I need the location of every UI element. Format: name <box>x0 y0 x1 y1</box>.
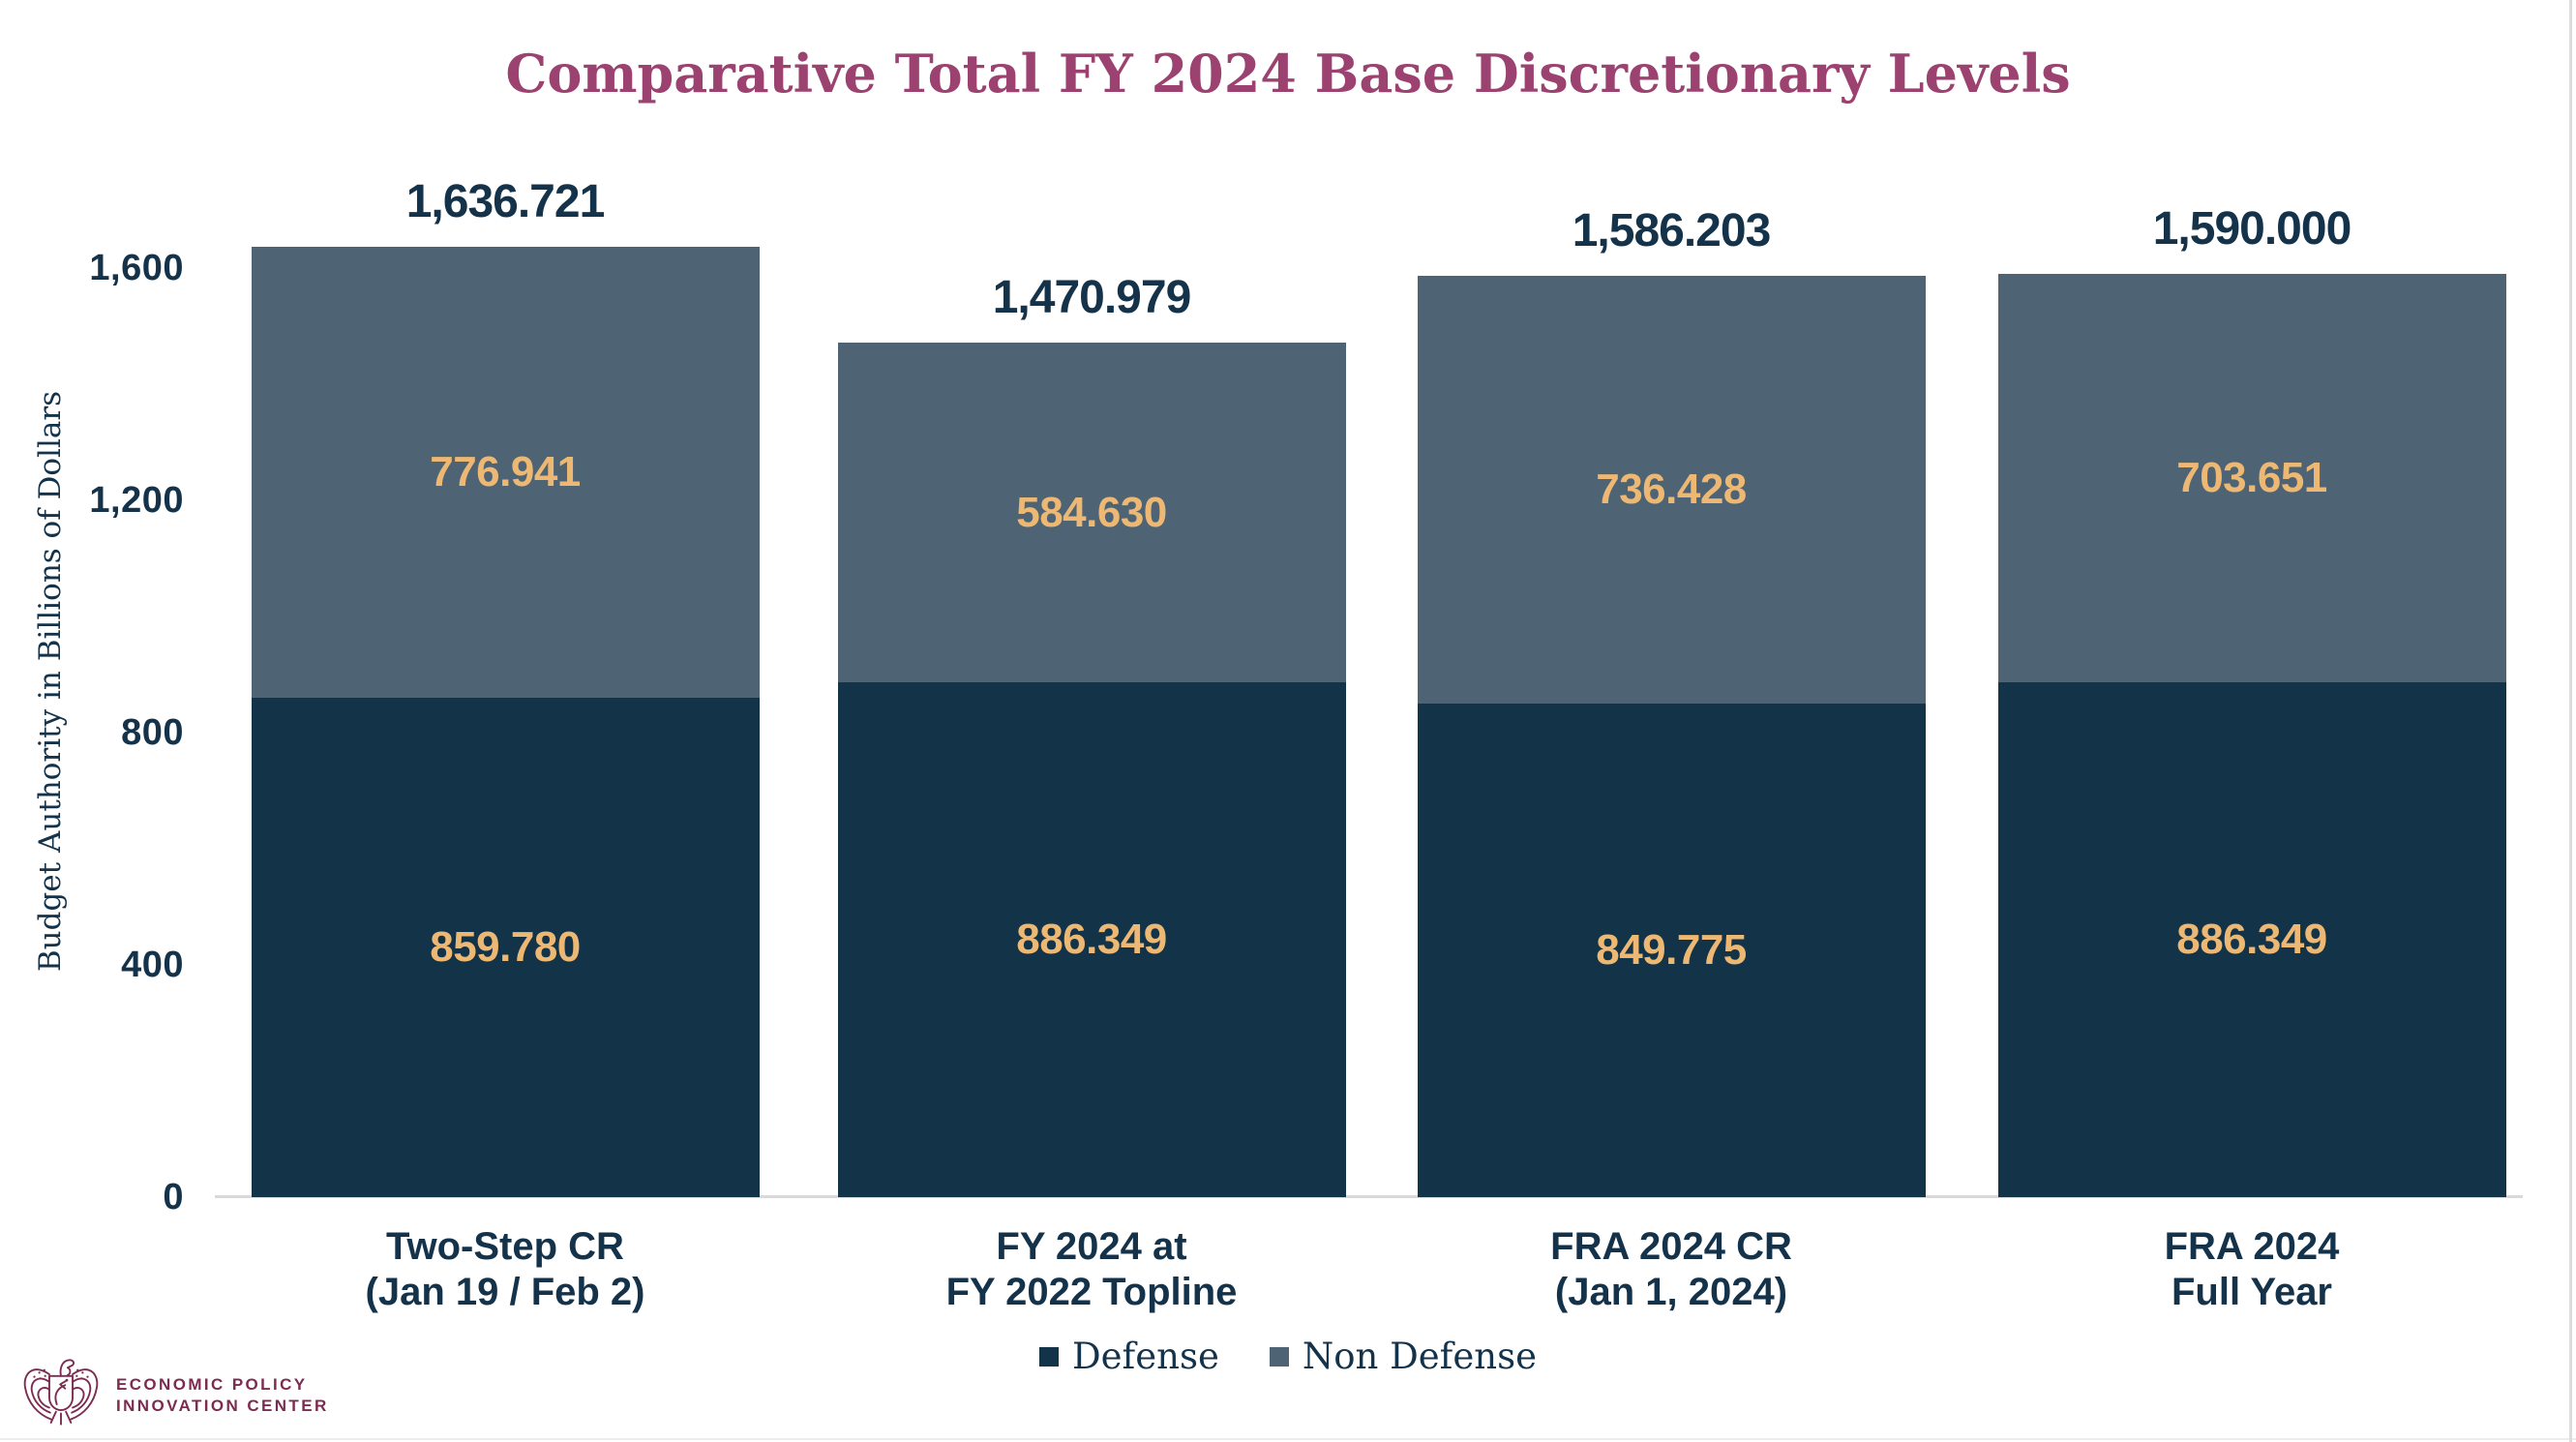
x-axis-category-line: FRA 2024 <box>2164 1225 2340 1268</box>
x-axis-baseline <box>215 1195 2523 1198</box>
segment-non-defense: 584.630 <box>837 343 1346 683</box>
defense-value-label: 849.775 <box>1596 926 1747 975</box>
epic-logo-text: ECONOMIC POLICY INNOVATION CENTER <box>116 1374 329 1417</box>
bar-1: 776.941 859.780 <box>251 246 760 1197</box>
bar-4: 703.651 886.349 <box>1997 274 2506 1197</box>
x-axis-category-line: FRA 2024 CR <box>1550 1225 1792 1268</box>
epic-logo-line1: ECONOMIC POLICY <box>116 1374 308 1394</box>
segment-defense: 849.775 <box>1417 704 1926 1197</box>
non-defense-value-label: 584.630 <box>1016 488 1167 536</box>
bar-2: 584.630 886.349 <box>837 343 1346 1197</box>
non-defense-value-label: 776.941 <box>430 448 581 496</box>
x-axis-category-label: Two-Step CR (Jan 19 / Feb 2) <box>213 1224 798 1315</box>
x-axis-category-label: FY 2024 at FY 2022 Topline <box>799 1224 1385 1315</box>
bar-total-label: 1,590.000 <box>2152 203 2352 255</box>
y-axis-tick-label: 1,600 <box>89 248 184 288</box>
bar-total-label: 1,636.721 <box>405 175 606 227</box>
chart-title: Comparative Total FY 2024 Base Discretio… <box>505 43 2071 105</box>
segment-non-defense: 736.428 <box>1417 276 1926 705</box>
legend-item-non-defense: Non Defense <box>1269 1336 1537 1377</box>
segment-non-defense: 703.651 <box>1997 274 2506 683</box>
epic-logo: ECONOMIC POLICY INNOVATION CENTER <box>17 1351 329 1439</box>
bar-total-label: 1,470.979 <box>992 272 1192 324</box>
x-axis-category-label: FRA 2024 Full Year <box>1960 1224 2545 1315</box>
x-axis-category-label: FRA 2024 CR (Jan 1, 2024) <box>1379 1224 1964 1315</box>
non-defense-swatch-icon <box>1269 1346 1289 1367</box>
legend: Defense Non Defense <box>0 1336 2576 1377</box>
segment-defense: 859.780 <box>251 698 760 1197</box>
x-axis-category-line: (Jan 1, 2024) <box>1554 1271 1788 1313</box>
defense-value-label: 859.780 <box>430 923 581 972</box>
x-axis-category-line: Two-Step CR <box>386 1225 624 1268</box>
segment-non-defense: 776.941 <box>251 246 760 699</box>
segment-defense: 886.349 <box>837 682 1346 1197</box>
y-axis-tick-label: 400 <box>121 945 184 985</box>
x-axis-category-line: (Jan 19 / Feb 2) <box>365 1271 645 1313</box>
epic-eagle-icon <box>17 1351 105 1439</box>
legend-label-defense: Defense <box>1072 1336 1219 1377</box>
legend-label-non-defense: Non Defense <box>1302 1336 1537 1377</box>
epic-logo-line2: INNOVATION CENTER <box>116 1396 329 1415</box>
non-defense-value-label: 736.428 <box>1596 466 1747 514</box>
defense-value-label: 886.349 <box>2176 916 2327 964</box>
y-axis-tick-label: 800 <box>121 712 184 753</box>
y-axis-tick-label: 1,200 <box>89 480 184 521</box>
legend-item-defense: Defense <box>1039 1336 1219 1377</box>
non-defense-value-label: 703.651 <box>2176 454 2327 502</box>
right-frame-line <box>2569 0 2572 1442</box>
defense-value-label: 886.349 <box>1016 916 1167 964</box>
x-axis-category-line: FY 2024 at <box>996 1225 1187 1268</box>
bottom-frame-line <box>0 1438 2576 1440</box>
y-axis-tick-label: 0 <box>163 1177 184 1217</box>
y-axis-title: Budget Authority in Billions of Dollars <box>33 390 68 973</box>
x-axis-category-line: Full Year <box>2171 1271 2332 1313</box>
x-axis-category-line: FY 2022 Topline <box>945 1271 1238 1313</box>
bar-total-label: 1,586.203 <box>1572 205 1772 257</box>
segment-defense: 886.349 <box>1997 682 2506 1197</box>
defense-swatch-icon <box>1039 1346 1059 1367</box>
bar-3: 736.428 849.775 <box>1417 276 1926 1197</box>
